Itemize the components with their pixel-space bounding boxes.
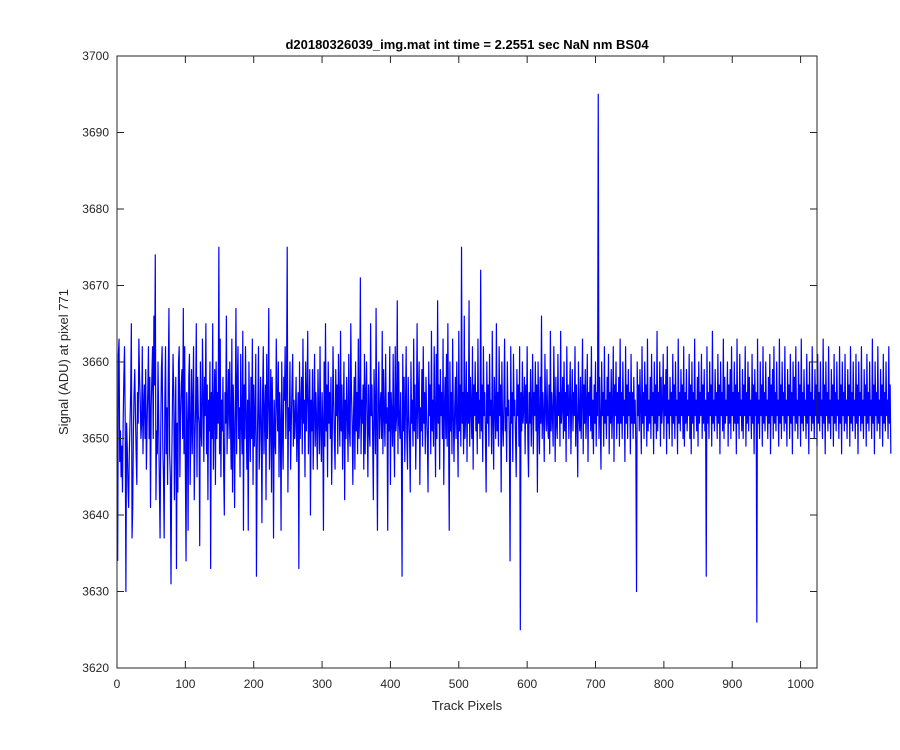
x-axis-title: Track Pixels [432,698,503,713]
chart-title: d20180326039_img.mat int time = 2.2551 s… [285,37,649,52]
x-tick-label: 800 [654,677,674,691]
y-tick-label: 3660 [82,355,109,369]
series-line-1 [117,93,892,631]
y-tick-label: 3620 [82,661,109,675]
y-axis-title: Signal (ADU) at pixel 771 [56,289,71,435]
y-tick-label: 3640 [82,508,109,522]
x-tick-label: 600 [517,677,537,691]
x-tick-label: 900 [722,677,742,691]
y-tick-label: 3700 [82,49,109,63]
plot-area [117,56,817,668]
x-tick-label: 100 [175,677,195,691]
axes: 0 100 200 300 400 500 600 700 800 900 1000 3620 3630… [82,49,818,691]
y-tick-label: 3690 [82,126,109,140]
y-tick-label: 3680 [82,202,109,216]
series-layer [117,93,892,631]
y-tick-label: 3650 [82,432,109,446]
x-tick-label: 300 [312,677,332,691]
x-tick-label: 400 [380,677,400,691]
x-tick-label: 0 [114,677,121,691]
x-tick-label: 200 [244,677,264,691]
x-tick-label: 700 [586,677,606,691]
y-tick-label: 3630 [82,585,109,599]
x-tick-label: 1000 [787,677,814,691]
x-tick-label: 500 [449,677,469,691]
y-tick-label: 3670 [82,279,109,293]
